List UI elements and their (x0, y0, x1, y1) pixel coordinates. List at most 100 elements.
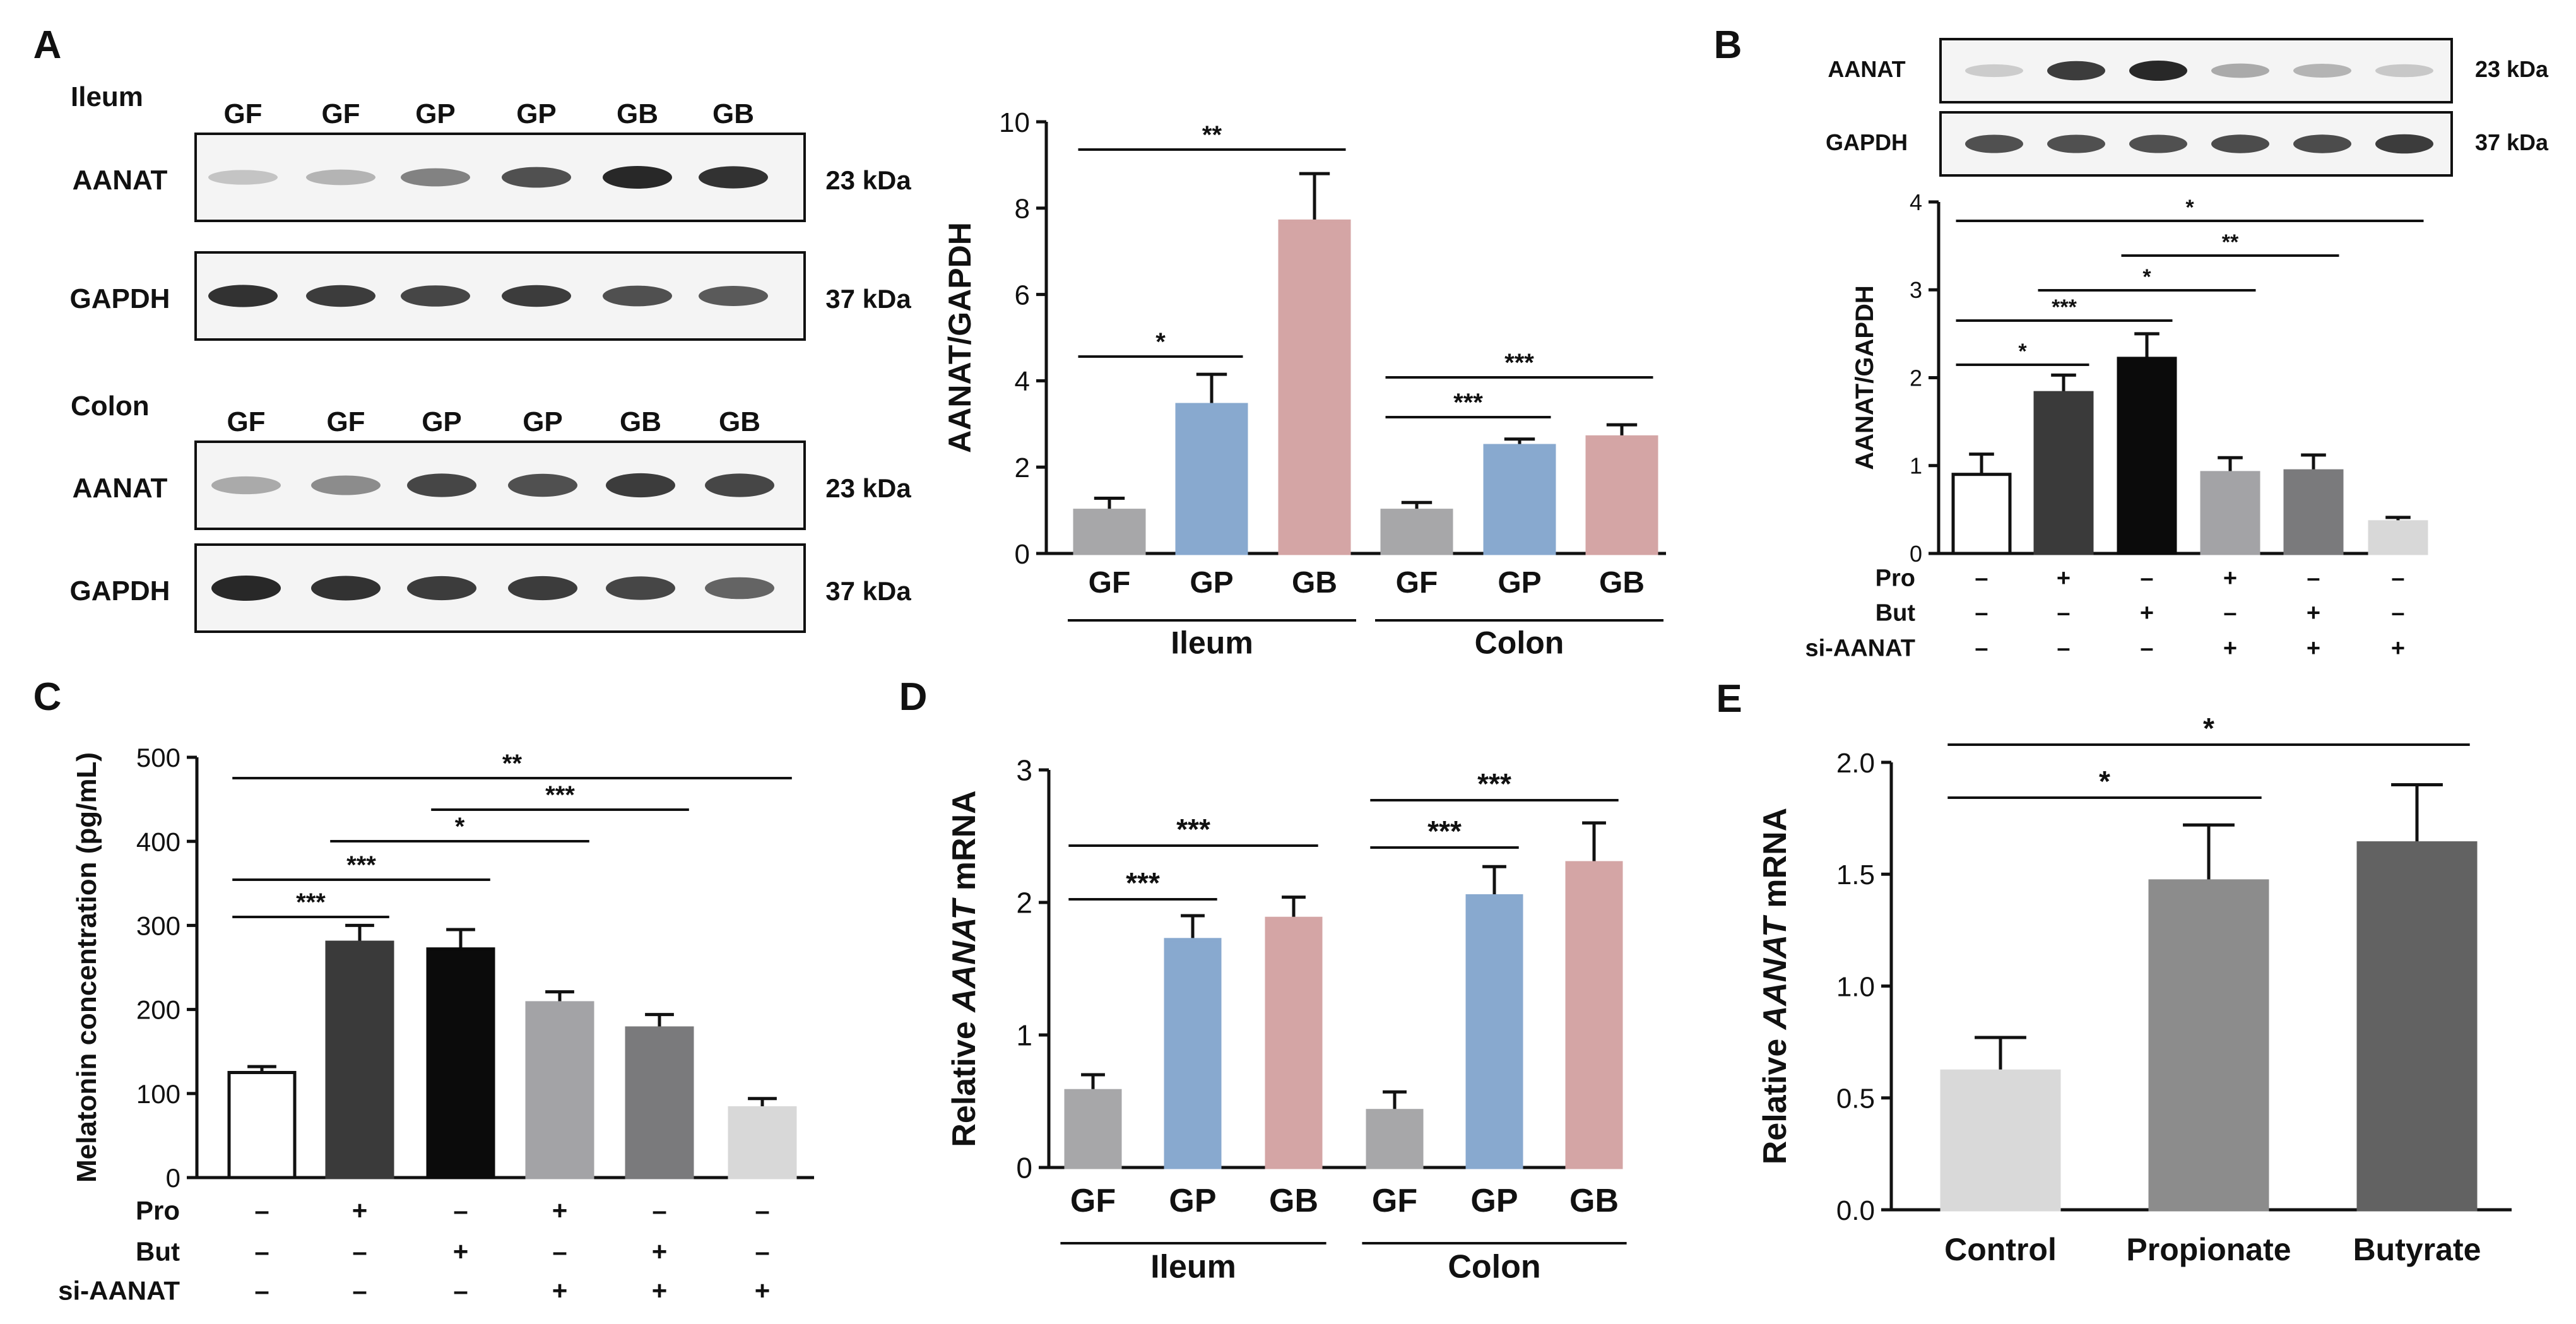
blot-protein-label: AANAT (73, 473, 168, 504)
x-category-label: Butyrate (2353, 1232, 2481, 1267)
bar (1064, 1089, 1122, 1169)
significance-stars: * (2142, 265, 2151, 289)
y-tick-label: 1.0 (1836, 971, 1875, 1002)
significance-stars: * (1155, 328, 1166, 356)
bar (1380, 509, 1453, 555)
treatment-row-label: si-AANAT (1805, 635, 1915, 661)
bar (1940, 1069, 2061, 1212)
y-tick-label: 500 (136, 743, 180, 772)
treatment-symbol: + (352, 1196, 368, 1226)
western-band (502, 167, 571, 188)
significance-stars: *** (1176, 813, 1210, 846)
group-label: Ileum (1171, 625, 1253, 661)
western-blot-row (194, 251, 806, 341)
western-band (211, 576, 281, 601)
y-axis-label: Relative AANAT mRNA (1757, 808, 1793, 1164)
x-category-label: GP (1169, 1183, 1216, 1219)
significance-stars: *** (545, 781, 575, 809)
x-category-label: Propionate (2126, 1232, 2291, 1267)
y-axis-label: AANAT/GAPDH (1851, 285, 1879, 470)
blot-kda-label: 37 kDa (825, 576, 911, 606)
western-band (705, 473, 774, 497)
western-blot-row (194, 440, 806, 530)
blot-tissue-label: Colon (71, 391, 150, 422)
y-tick-label: 2 (1015, 452, 1030, 483)
y-tick-label: 0 (1016, 1152, 1032, 1185)
bar (426, 947, 495, 1179)
significance-stars: *** (1477, 767, 1511, 800)
treatment-symbol: + (2307, 600, 2320, 626)
group-label: Colon (1448, 1249, 1540, 1286)
bar (1073, 509, 1146, 555)
treatment-symbol: – (352, 1237, 367, 1267)
treatment-symbol: + (755, 1276, 771, 1306)
treatment-symbol: – (352, 1276, 367, 1306)
treatment-symbol: – (1975, 565, 1988, 591)
treatment-symbol: – (1975, 635, 1988, 661)
lane-label: GF (321, 98, 360, 129)
significance-stars: *** (346, 851, 376, 879)
significance-stars: * (2099, 765, 2110, 798)
western-blot-row-frame (1939, 38, 2453, 103)
panel-letter-a: A (33, 23, 62, 67)
western-band (407, 576, 476, 601)
bar (325, 940, 394, 1179)
x-category-label: GP (1498, 566, 1541, 600)
blot-kda-label: 23 kDa (2475, 56, 2549, 82)
western-band (208, 285, 278, 307)
treatment-symbol: + (552, 1196, 568, 1226)
western-band (2293, 64, 2351, 78)
western-blot-row (194, 133, 806, 222)
treatment-symbol: – (652, 1196, 666, 1226)
x-category-label: GF (1089, 566, 1131, 600)
chart-c: 0 100 200 300 400 500 Melatonin concentration … (71, 743, 814, 1193)
y-tick-label: 10 (999, 107, 1030, 138)
treatment-symbol: – (755, 1196, 769, 1226)
treatment-symbol: + (552, 1276, 568, 1306)
bar (1565, 861, 1623, 1169)
bar (2148, 879, 2269, 1212)
blot-protein-label: GAPDH (70, 576, 170, 606)
western-blot-row-frame (194, 543, 806, 633)
significance-stars: ** (1202, 121, 1222, 149)
x-category-label: GB (1599, 566, 1645, 600)
lane-label: GP (516, 98, 557, 129)
treatment-symbol: – (254, 1276, 269, 1306)
y-tick-label: 2 (1910, 365, 1922, 391)
chart-d: 0 1 2 3 Relative AANAT mRNA GF GP GB GF GP GB Ileum… (946, 754, 1627, 1286)
bar (728, 1106, 797, 1179)
bar (1585, 435, 1658, 555)
western-band (606, 473, 675, 498)
treatment-symbol: – (2057, 635, 2070, 661)
bar (625, 1026, 694, 1179)
y-tick-label: 1 (1016, 1019, 1032, 1052)
western-band (2129, 61, 2187, 81)
western-band (1965, 64, 2023, 78)
treatment-symbol: – (254, 1196, 269, 1226)
western-band (401, 285, 470, 307)
significance-stars: *** (2052, 295, 2077, 319)
treatment-symbol: + (2223, 565, 2237, 591)
treatment-symbol: – (2307, 565, 2320, 591)
x-category-label: GP (1190, 566, 1233, 600)
y-tick-label: 4 (1910, 189, 1922, 215)
x-category-label: GB (1292, 566, 1337, 600)
bar (1175, 403, 1248, 555)
western-band (705, 577, 774, 600)
western-band (508, 576, 577, 601)
treatment-symbol: – (1975, 600, 1988, 626)
western-band (508, 473, 577, 497)
treatment-row-label: But (1876, 600, 1916, 626)
western-band (2129, 134, 2187, 153)
x-category-label: Control (1944, 1232, 2057, 1267)
western-band (699, 286, 768, 306)
western-band (2375, 64, 2433, 78)
lane-label: GP (415, 98, 456, 129)
y-tick-label: 1.5 (1836, 860, 1875, 890)
panel-letter-d: D (899, 675, 928, 719)
lane-label: GB (719, 406, 760, 437)
western-band (603, 285, 672, 307)
treatment-row-label: Pro (1876, 565, 1915, 591)
y-tick-label: 0.0 (1836, 1195, 1875, 1226)
